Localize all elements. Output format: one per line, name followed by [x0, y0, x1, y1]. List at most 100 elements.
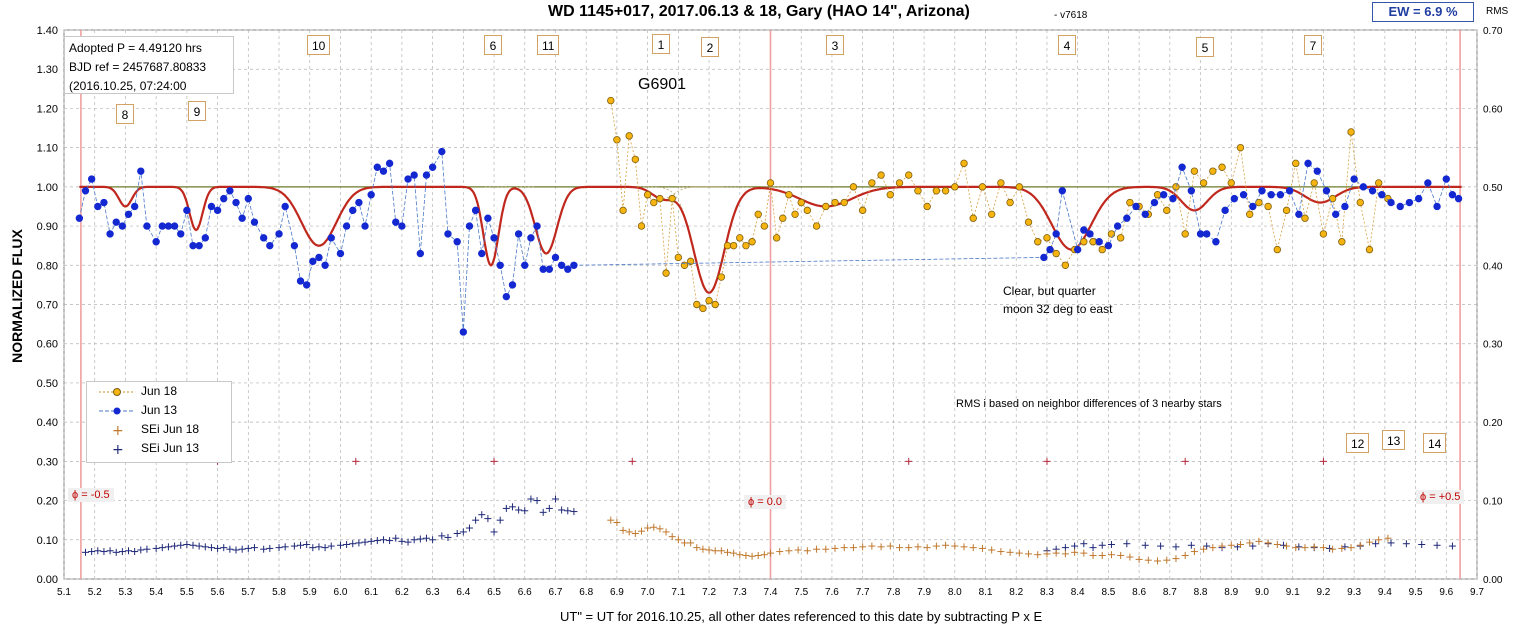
sei-jun13-point	[1295, 543, 1303, 551]
g6901-label: G6901	[638, 76, 687, 93]
phase-label-left: ϕ = -0.5	[68, 488, 114, 502]
jun18-point	[779, 214, 787, 222]
rms-note: RMS i based on neighbor differences of 3…	[956, 398, 1222, 410]
y-tick-label: 1.00	[37, 182, 58, 194]
jun13-point	[1424, 179, 1432, 187]
jun18-point	[1356, 198, 1364, 207]
sei-jun18-point	[1015, 549, 1023, 557]
y2-tick-label: 0.00	[1483, 575, 1503, 586]
jun18-point	[1089, 238, 1097, 246]
jun13-point	[226, 187, 234, 195]
sei-jun18-point	[619, 526, 627, 534]
jun18-point	[1190, 167, 1199, 175]
dip-marker-13: 13	[1382, 430, 1406, 450]
jun13-point	[1123, 214, 1131, 222]
sei-jun13-point	[490, 528, 498, 536]
dip-marker-14: 14	[1423, 433, 1447, 453]
sei-jun18-point	[674, 536, 682, 544]
x-tick-label: 8.5	[1101, 587, 1115, 598]
sei-jun18-point	[785, 547, 793, 555]
sei-jun13-point	[336, 541, 344, 549]
info-line-2: BJD ref = 2457687.80833	[69, 60, 207, 74]
y-tick-label: 0.20	[37, 496, 58, 508]
sei-jun13-point	[297, 541, 305, 549]
jun13-point	[143, 222, 151, 230]
y-tick-label: 0.00	[37, 574, 58, 586]
jun18-point	[1126, 198, 1134, 207]
jun18-point	[613, 136, 621, 144]
jun13-point	[266, 241, 274, 250]
sei-jun13-point	[1187, 541, 1195, 549]
sei-sparse-point	[628, 457, 636, 465]
sei-jun18-point	[960, 543, 968, 551]
x-tick-label: 5.2	[88, 587, 102, 598]
jun18-point	[711, 300, 719, 309]
jun13-point	[1187, 187, 1196, 195]
jun18-point	[742, 241, 750, 250]
sei-jun13-point	[355, 539, 363, 547]
jun13-point	[201, 234, 209, 242]
jun13-point	[259, 234, 268, 242]
jun13-point	[183, 206, 191, 215]
sei-jun13-point	[1141, 541, 1149, 549]
sei-jun18-point	[914, 543, 922, 551]
jun13-point	[1212, 238, 1220, 246]
sei-jun18-point	[1190, 548, 1198, 556]
jun13-point	[213, 206, 222, 215]
jun18-point	[656, 194, 664, 203]
jun13-point	[1387, 198, 1395, 207]
y-tick-label: 0.80	[37, 260, 58, 272]
jun18-point	[772, 234, 781, 242]
legend-jun13-symbol	[99, 407, 135, 415]
sei-jun13-point	[558, 506, 566, 514]
jun13-point	[1276, 190, 1285, 199]
sei-jun13-point	[266, 544, 274, 552]
sei-jun13-point	[171, 542, 179, 550]
info-line-3: (2016.10.25, 07:24:00	[69, 79, 187, 93]
sei-jun18-point	[668, 533, 676, 541]
sei-jun18-point	[699, 545, 707, 553]
jun18-point	[1098, 245, 1106, 254]
x-tick-label: 5.3	[118, 587, 132, 598]
right-axis-label: RMS	[1486, 6, 1509, 17]
jun13-point	[1239, 190, 1248, 199]
dip-marker-10: 10	[307, 35, 331, 55]
x-tick-label: 8.2	[1009, 587, 1023, 598]
jun13-point	[1178, 163, 1186, 171]
model-fit-line	[79, 185, 1462, 294]
sei-jun18-point	[896, 544, 904, 552]
sei-jun18-point	[1301, 544, 1309, 552]
y2-tick-label: 0.20	[1483, 418, 1503, 429]
dip-marker-8: 8	[116, 104, 134, 124]
x-tick-label: 9.2	[1316, 587, 1330, 598]
jun13-point	[428, 163, 437, 171]
jun18-point	[969, 214, 977, 222]
x-tick-label: 8.0	[948, 587, 962, 598]
jun13-point	[1249, 202, 1257, 211]
jun13-point	[336, 249, 345, 258]
period-info-box: Adopted P = 4.49120 hrs BJD ref = 245768…	[64, 36, 234, 94]
sei-jun13-point	[459, 528, 467, 536]
x-tick-label: 7.8	[886, 587, 900, 598]
sei-jun13-point	[545, 504, 553, 512]
sei-jun13-point	[386, 537, 394, 545]
jun13-point	[309, 257, 317, 266]
sei-jun13-point	[1326, 544, 1334, 552]
x-tick-label: 6.8	[579, 587, 593, 598]
sei-jun18-point	[1384, 534, 1392, 542]
jun13-point	[1433, 202, 1441, 211]
x-axis-label: UT" = UT for 2016.10.25, all other dates…	[560, 609, 1043, 624]
jun18-point	[625, 132, 633, 140]
sei-jun18-point	[742, 551, 750, 559]
jun18-point	[1245, 210, 1254, 219]
y-tick-label: 1.20	[37, 103, 58, 115]
jun13-point	[177, 230, 185, 238]
jun13-point	[416, 249, 425, 258]
jun13-point	[539, 265, 547, 273]
x-tick-label: 8.6	[1132, 587, 1146, 598]
jun13-point	[232, 198, 240, 207]
sei-jun18-point	[1163, 556, 1171, 564]
sei-jun18-point	[1356, 541, 1364, 549]
sei-jun13-point	[1061, 544, 1069, 552]
jun18-point	[729, 241, 738, 250]
